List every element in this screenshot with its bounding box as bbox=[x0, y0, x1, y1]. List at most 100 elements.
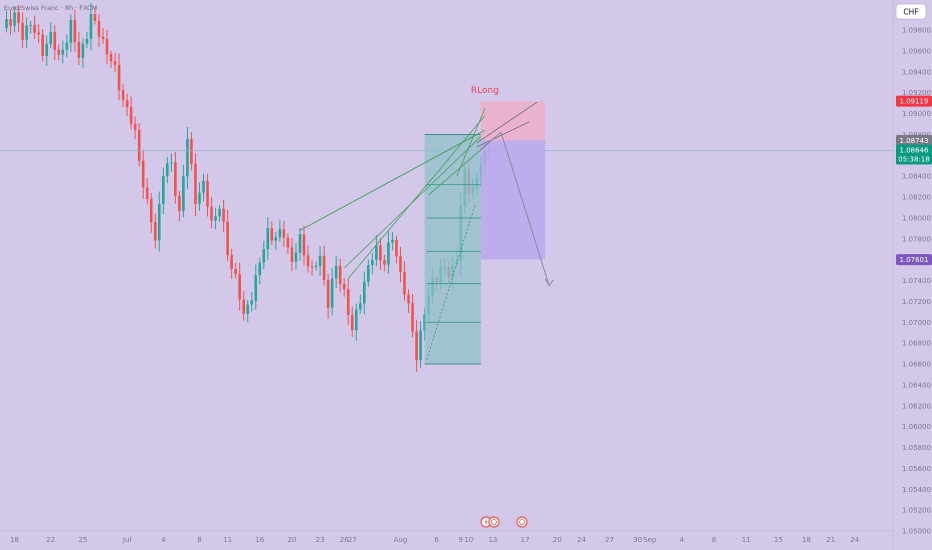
candle bbox=[310, 259, 314, 276]
candle-body bbox=[395, 239, 398, 257]
price-tick-label: 1.06000 bbox=[902, 423, 931, 431]
candle bbox=[230, 248, 233, 280]
candle bbox=[97, 14, 101, 48]
candle-body bbox=[85, 38, 89, 44]
candle-body bbox=[226, 221, 229, 256]
trendline bbox=[299, 129, 486, 231]
candle-body bbox=[286, 237, 290, 248]
candle bbox=[371, 252, 374, 275]
candle-body bbox=[282, 229, 286, 238]
candle-body bbox=[174, 162, 177, 196]
candle-body bbox=[145, 187, 149, 199]
flag-event-icon[interactable] bbox=[488, 516, 500, 528]
time-tick-label: 20 bbox=[553, 536, 562, 544]
candle bbox=[419, 321, 422, 368]
candle bbox=[133, 116, 137, 140]
candle-body bbox=[13, 12, 16, 26]
rlong-label: RLong bbox=[471, 86, 499, 96]
candle-body bbox=[101, 36, 105, 40]
chart-title: Euro/Swiss Franc · 8h · FXCM bbox=[4, 4, 97, 12]
candle-body bbox=[97, 20, 101, 37]
candle-body bbox=[419, 330, 422, 361]
candle bbox=[282, 220, 286, 247]
candle-body bbox=[358, 303, 362, 310]
candle bbox=[350, 306, 354, 337]
candle-body bbox=[53, 32, 57, 50]
price-tick-label: 1.07800 bbox=[902, 235, 931, 243]
candle-body bbox=[202, 180, 205, 193]
flag-event-icon[interactable] bbox=[516, 516, 528, 528]
candle bbox=[194, 153, 197, 217]
candle bbox=[198, 182, 201, 211]
candle bbox=[322, 245, 326, 286]
candle bbox=[246, 299, 250, 323]
fib-box bbox=[424, 134, 481, 365]
time-tick-label: 27 bbox=[605, 536, 614, 544]
price-tick-label: 1.05600 bbox=[902, 465, 931, 473]
candle bbox=[157, 191, 161, 252]
candle-body bbox=[109, 54, 113, 62]
target-level-tag: 1.07601 bbox=[896, 254, 932, 266]
previous-close-tag: 1.08743 bbox=[896, 134, 932, 146]
candle bbox=[286, 233, 290, 254]
wedge-line bbox=[476, 101, 538, 144]
time-tick-label: 18 bbox=[802, 536, 811, 544]
candle bbox=[210, 196, 213, 229]
candle bbox=[89, 2, 93, 51]
price-tick-label: 1.05000 bbox=[902, 528, 931, 536]
candle-body bbox=[314, 265, 318, 268]
candle bbox=[53, 24, 57, 61]
candle bbox=[302, 225, 306, 266]
candle-body bbox=[238, 274, 241, 300]
candle-body bbox=[270, 228, 274, 241]
candle bbox=[214, 208, 217, 230]
candle-body bbox=[157, 204, 161, 241]
candle bbox=[109, 50, 113, 69]
time-tick-label: 21 bbox=[826, 536, 835, 544]
price-tick-label: 1.06600 bbox=[902, 361, 931, 369]
candle-body bbox=[254, 275, 258, 301]
candle bbox=[403, 261, 406, 301]
candle-body bbox=[69, 19, 73, 43]
fib-diagonal bbox=[426, 205, 476, 361]
candle-body bbox=[302, 234, 306, 256]
trendline bbox=[428, 142, 490, 196]
price-tick-label: 1.08400 bbox=[902, 173, 931, 181]
candle-body bbox=[350, 314, 354, 331]
candle-body bbox=[198, 192, 201, 204]
candle bbox=[242, 291, 245, 321]
price-tick-label: 1.09600 bbox=[902, 47, 931, 55]
candle bbox=[342, 277, 346, 297]
candle bbox=[121, 84, 125, 107]
time-tick-label: 24 bbox=[577, 536, 586, 544]
currency-button[interactable]: CHF bbox=[895, 3, 927, 20]
candle bbox=[170, 153, 173, 172]
price-tag-value: 1.09119 bbox=[900, 98, 929, 106]
price-tag-value: 1.08646 bbox=[900, 147, 929, 155]
time-tick-label: 17 bbox=[521, 536, 530, 544]
candle bbox=[266, 217, 270, 260]
candle bbox=[49, 22, 53, 49]
time-tick-label: 22 bbox=[46, 536, 55, 544]
time-tick-label: 25 bbox=[78, 536, 87, 544]
candle-body bbox=[49, 32, 53, 44]
price-tag-value: 1.07601 bbox=[900, 256, 929, 264]
candle-body bbox=[391, 239, 394, 243]
candle bbox=[222, 199, 225, 232]
candle-body bbox=[133, 123, 137, 130]
candle-body bbox=[218, 208, 221, 217]
candle bbox=[137, 122, 141, 167]
price-tick-label: 1.07000 bbox=[902, 319, 931, 327]
candle bbox=[383, 254, 386, 272]
time-tick-label: 24 bbox=[850, 536, 859, 544]
wedge-line bbox=[476, 121, 530, 148]
time-tick-label: 26 bbox=[340, 536, 349, 544]
candle bbox=[105, 29, 109, 64]
candle-body bbox=[250, 300, 254, 305]
candle-body bbox=[121, 90, 125, 101]
candle-body bbox=[342, 283, 346, 290]
price-tick-label: 1.06200 bbox=[902, 402, 931, 410]
candle-body bbox=[387, 242, 390, 265]
